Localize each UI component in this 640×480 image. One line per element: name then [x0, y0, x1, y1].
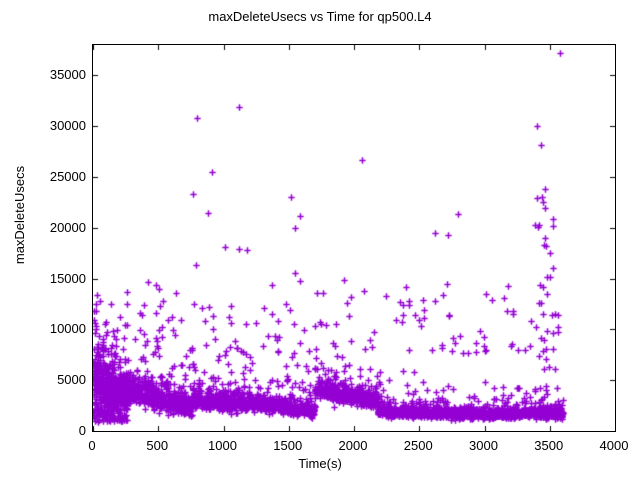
x-tick-label: 1500 [273, 438, 303, 453]
y-axis-tick-labels: 0 5000 10000 15000 20000 25000 30000 35000 [0, 0, 86, 480]
x-tick-label: 2000 [338, 438, 368, 453]
y-axis-label: maxDeleteUsecs [12, 165, 27, 265]
x-tick-label: 0 [88, 438, 96, 453]
y-tick-label: 30000 [49, 118, 86, 134]
scatter-plot-canvas [93, 45, 615, 431]
x-tick-label: 4000 [599, 438, 629, 453]
x-tick-label: 2500 [403, 438, 433, 453]
y-tick-label: 0 [78, 423, 86, 438]
y-tick-label: 25000 [49, 169, 86, 185]
x-tick-label: 3500 [534, 438, 564, 453]
x-tick-label: 1000 [208, 438, 237, 453]
y-tick-label: 20000 [49, 219, 86, 235]
y-tick-label: 5000 [57, 372, 86, 388]
x-tick-label: 3000 [469, 438, 498, 453]
y-tick-label: 15000 [49, 270, 86, 286]
x-axis-label: Time(s) [298, 456, 342, 471]
y-tick-label: 35000 [49, 67, 86, 83]
x-tick-label: 500 [146, 438, 169, 453]
y-tick-label: 10000 [49, 321, 86, 337]
chart-title: maxDeleteUsecs vs Time for qp500.L4 [208, 9, 432, 24]
